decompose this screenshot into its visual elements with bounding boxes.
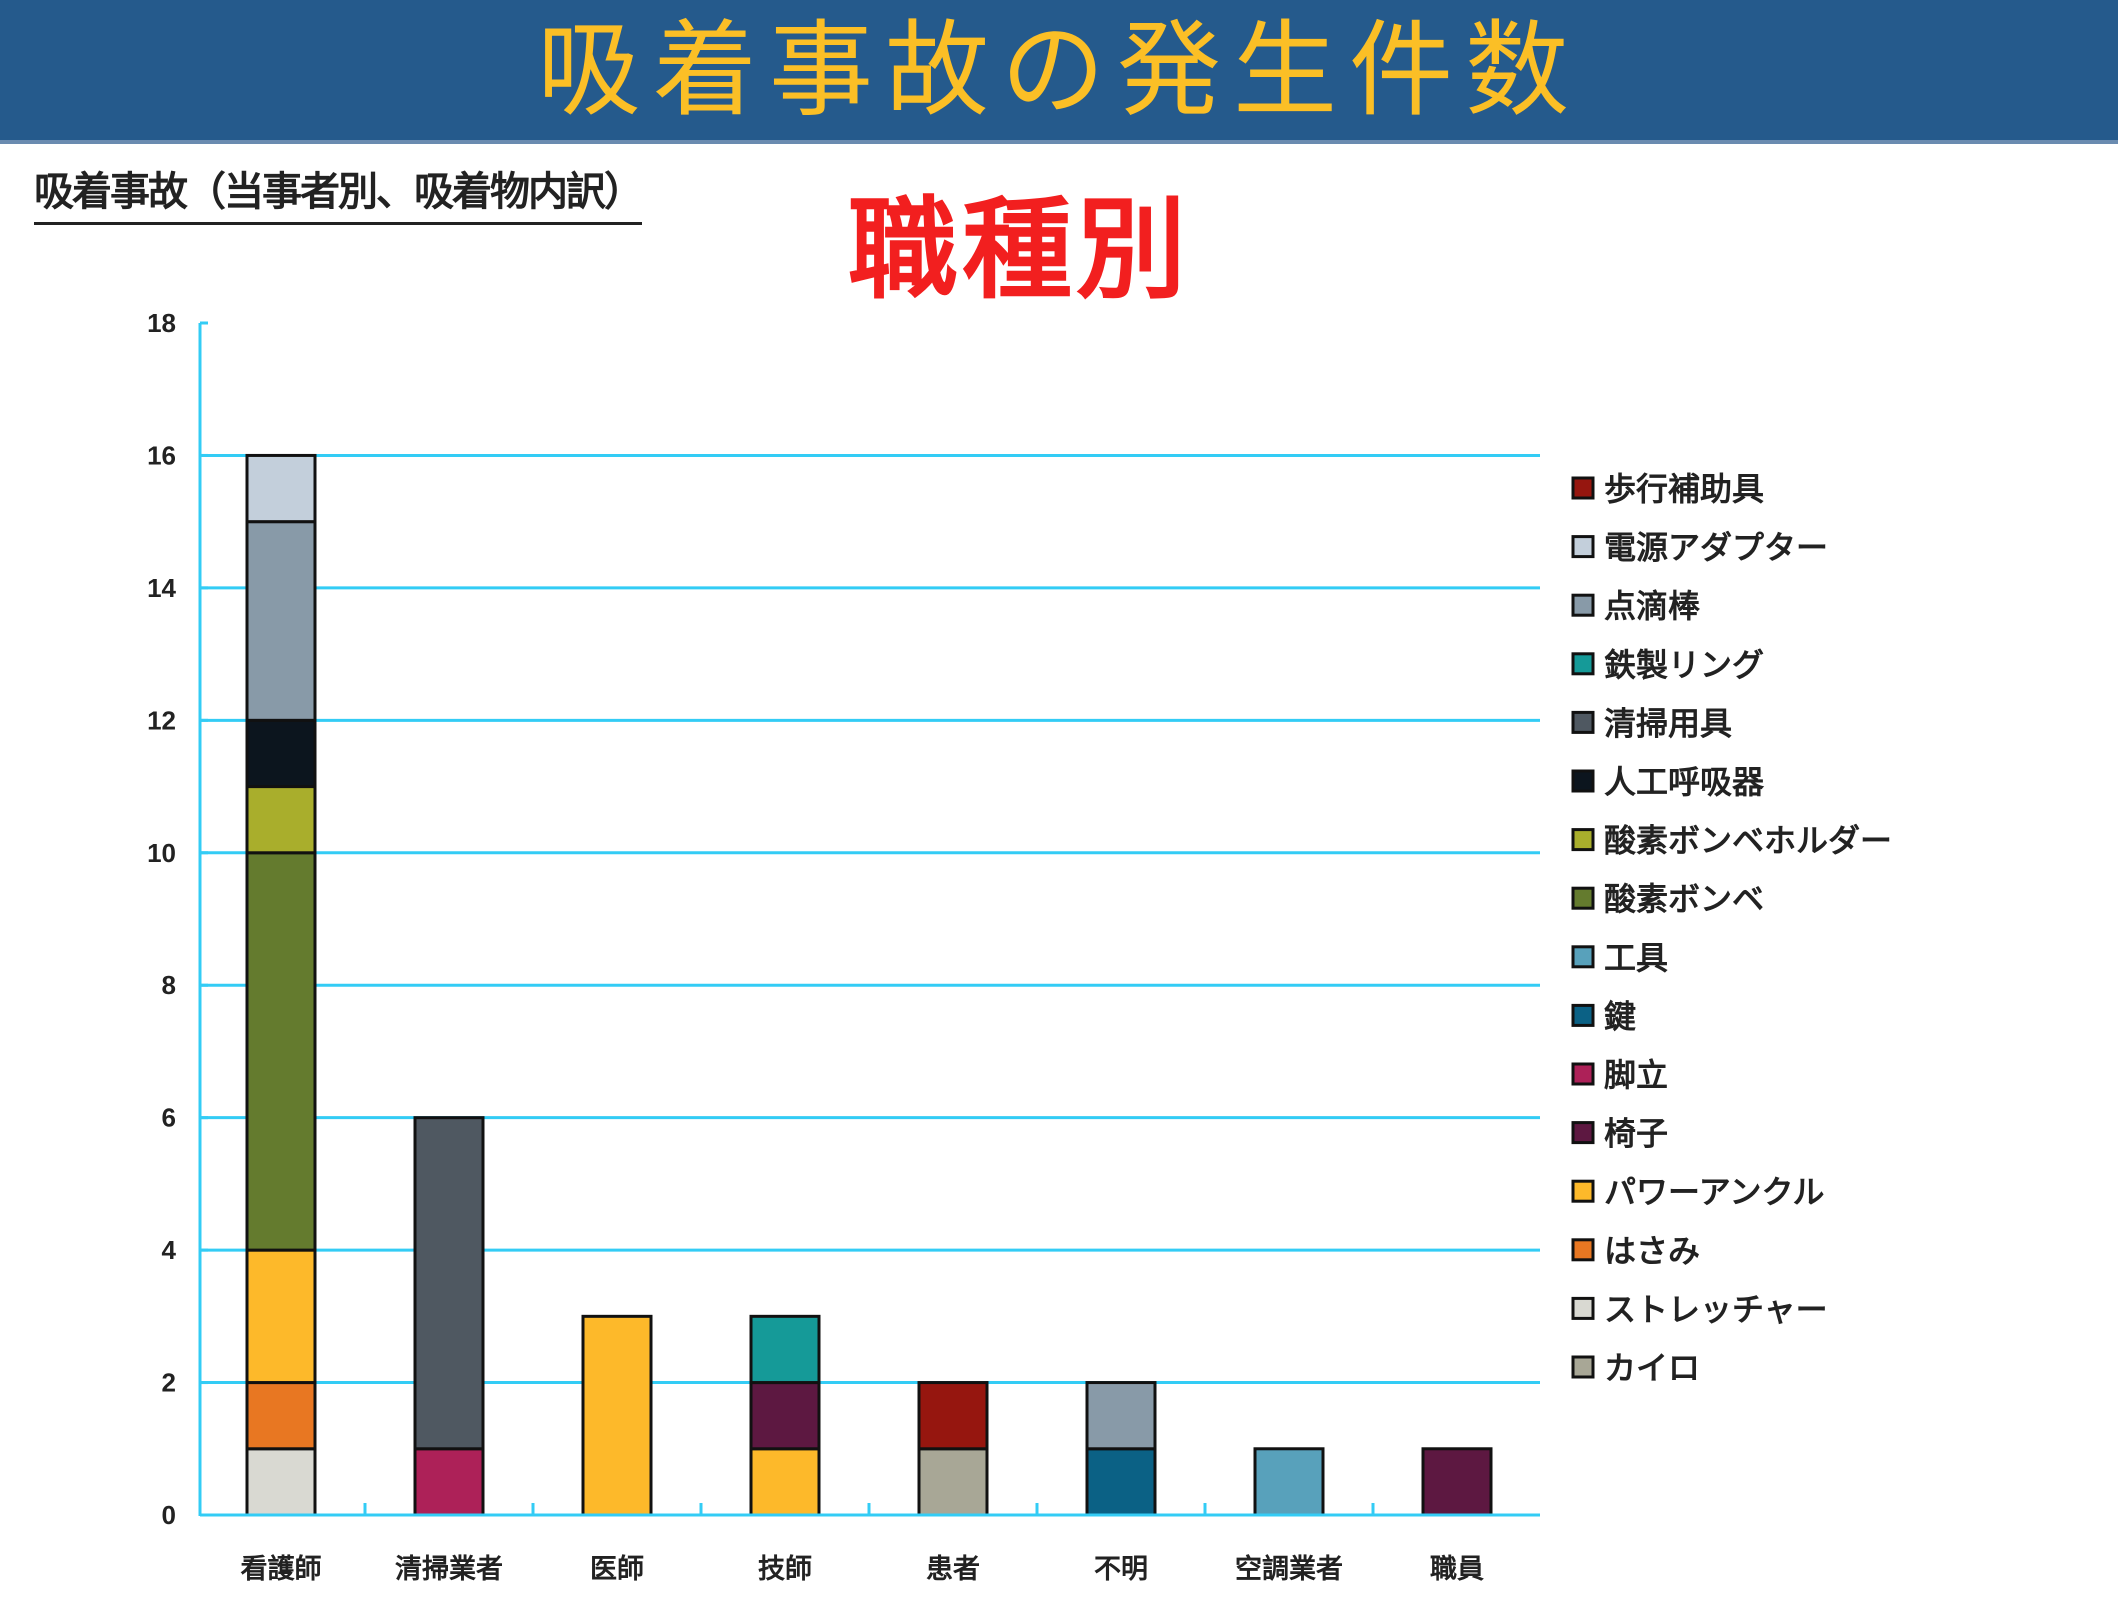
legend-label: 人工呼吸器 [1604,763,1765,801]
legend-label: 脚立 [1604,1056,1668,1094]
bar-segment [245,453,317,524]
y-tick-label: 18 [147,308,176,338]
x-tick-labels: 看護師 清掃業者 医師 技師 患者 不明 空調業者 職員 [241,1553,1485,1585]
legend-label: 鍵 [1604,997,1636,1035]
y-tick-label: 0 [162,1500,176,1530]
bar-segment [245,718,317,789]
legend-swatch [1571,945,1595,969]
y-tick-label: 12 [147,705,176,735]
y-tick-label: 4 [162,1235,177,1265]
bar-segment [749,1447,821,1517]
axes [198,321,1540,1517]
bar-segment [749,1381,821,1451]
legend-label: パワーアンクル [1604,1173,1824,1211]
legend-label: はさみ [1604,1232,1700,1270]
x-tick-label: 不明 [1094,1554,1148,1585]
bar-segment [581,1314,653,1517]
bar-segment [749,1314,821,1385]
bar-segment [917,1447,989,1517]
legend-swatch [1571,652,1595,676]
legend-swatch [1571,535,1595,559]
legend-swatch [1571,1121,1595,1145]
bar-segment [1253,1447,1325,1517]
legend-swatch [1571,1062,1595,1086]
y-tick-label: 14 [147,573,176,603]
bars [245,453,1493,1517]
bar-segment [1085,1447,1157,1517]
y-tick-labels: 0 2 4 6 8 10 12 14 16 18 [147,308,176,1530]
bar-segment [1421,1447,1493,1517]
legend-label: 酸素ボンベホルダー [1604,822,1892,860]
legend-label: ストレッチャー [1604,1290,1828,1328]
bar-segment [245,1248,317,1385]
y-tick-label: 2 [162,1368,176,1398]
legend-swatch [1571,593,1595,617]
bar-segment [245,1447,317,1517]
legend-swatch [1571,1355,1595,1379]
legend-label: カイロ [1604,1349,1700,1387]
bar-segment [1085,1381,1157,1451]
legend-label: 酸素ボンベ [1604,880,1764,918]
legend-swatch [1571,476,1595,500]
chart-subtitle: 吸着事故（当事者別、吸着物内訳） [34,166,644,225]
legend-swatch [1571,769,1595,793]
x-tick-label: 技師 [758,1554,812,1585]
legend-label: 工具 [1604,939,1668,977]
x-tick-label: 職員 [1430,1554,1484,1585]
overlay-label: 職種別 [848,186,1190,314]
legend-swatch [1571,710,1595,734]
legend: 歩行補助具電源アダプター点滴棒鉄製リング清掃用具人工呼吸器酸素ボンベホルダー酸素… [1571,470,1892,1387]
legend-swatch [1571,1238,1595,1262]
header-bar [0,0,2118,144]
legend-label: 点滴棒 [1604,587,1701,625]
y-tick-label: 8 [162,970,176,1000]
y-tick-label: 10 [147,838,176,868]
bar-segment [245,785,317,855]
x-tick-label: 空調業者 [1235,1553,1343,1585]
bar-segment [413,1447,485,1517]
legend-swatch [1571,1296,1595,1320]
bar-segment [413,1116,485,1451]
legend-label: 歩行補助具 [1604,470,1764,508]
x-tick-label: 医師 [590,1554,644,1585]
bar-segment [245,851,317,1252]
legend-label: 電源アダプター [1604,529,1828,567]
y-tick-label: 6 [162,1103,176,1133]
legend-label: 清掃用具 [1604,704,1732,742]
bar-segment [245,520,317,722]
legend-swatch [1571,1003,1595,1027]
legend-swatch [1571,1179,1595,1203]
x-tick-label: 看護師 [241,1553,322,1585]
bar-segment [245,1381,317,1451]
page-title: 吸着事故の発生件数 [536,9,1581,131]
legend-swatch [1571,886,1595,910]
legend-label: 鉄製リング [1604,646,1764,684]
legend-swatch [1571,828,1595,852]
y-tick-label: 16 [147,440,176,470]
x-tick-label: 清掃業者 [395,1554,503,1585]
gridlines [200,453,1540,1385]
bar-segment [917,1381,989,1451]
x-tick-label: 患者 [926,1554,980,1585]
legend-label: 椅子 [1604,1115,1668,1153]
